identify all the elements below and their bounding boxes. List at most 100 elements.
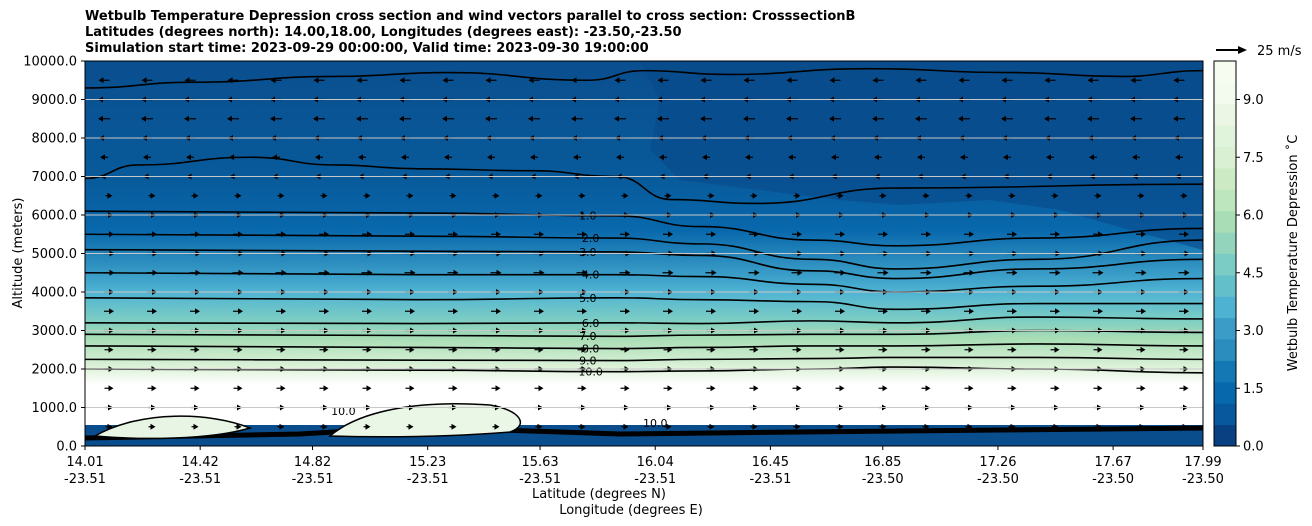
wind-vector-head xyxy=(624,385,630,392)
wind-vector-head xyxy=(1139,423,1145,430)
wind-vector-head xyxy=(968,385,974,392)
wind-vector-head xyxy=(151,385,157,392)
wind-vector-head xyxy=(109,269,115,276)
wind-vector-head xyxy=(925,385,931,392)
wind-vector-head xyxy=(356,77,362,84)
wind-vector-head xyxy=(926,269,932,276)
wind-vector-head xyxy=(442,77,448,84)
wind-vector-head xyxy=(668,231,673,238)
wind-vector-head xyxy=(237,346,243,353)
wind-vector-head xyxy=(528,77,534,84)
wind-vector-head xyxy=(279,192,285,199)
y-tick-label: 6000.0 xyxy=(32,209,78,224)
wind-vector-head xyxy=(356,115,361,122)
x-axis-title-latitude: Latitude (degrees N) xyxy=(532,487,666,502)
wind-vector-head xyxy=(968,346,974,353)
wind-vector-head xyxy=(838,192,844,199)
wind-vector-head xyxy=(958,77,964,84)
colorbar: 0.0 1.5 3.0 4.5 6.0 7.5 9.0 xyxy=(1213,60,1264,455)
contour-line xyxy=(85,210,1203,247)
wind-vector-head xyxy=(709,192,715,199)
wind-vector-head xyxy=(1183,385,1189,392)
x-tick-label-latitude: 16.85 xyxy=(864,455,901,470)
wind-vector-head xyxy=(711,231,716,238)
wind-vector-head xyxy=(838,423,844,430)
wind-vector-head xyxy=(367,231,372,238)
y-tick-label: 1000.0 xyxy=(32,401,78,416)
wind-vector-head xyxy=(444,154,449,161)
wind-vector-head xyxy=(152,231,157,238)
wind-vector-head xyxy=(1001,77,1007,84)
wind-vector-head xyxy=(1175,154,1180,161)
wind-vector-head xyxy=(1141,231,1146,238)
wind-vector-head xyxy=(924,192,930,199)
y-tick-label: 8000.0 xyxy=(32,132,78,147)
wind-vector-head xyxy=(98,77,104,84)
wind-vector-head xyxy=(743,115,748,122)
x-tick-label-latitude: 16.45 xyxy=(752,455,789,470)
wind-vector-head xyxy=(882,346,888,353)
wind-vector-head xyxy=(537,192,543,199)
wind-vector-head xyxy=(270,77,276,84)
wind-vector-head xyxy=(451,192,457,199)
wind-vector-head xyxy=(141,77,147,84)
wind-vector-head xyxy=(915,77,921,84)
wind-vector-head xyxy=(571,77,577,84)
colorbar-tick-label: 1.5 xyxy=(1243,382,1264,397)
wind-vector-head xyxy=(236,192,242,199)
wind-vector-head xyxy=(1182,192,1188,199)
wind-vector-head xyxy=(872,115,877,122)
wind-vector-head xyxy=(150,192,156,199)
wind-vector-head xyxy=(666,423,672,430)
wind-vector-head xyxy=(538,346,544,353)
wind-vector-head xyxy=(367,308,372,315)
y-tick-label: 0.0 xyxy=(56,440,77,455)
wind-vector-head xyxy=(571,115,576,122)
wind-vector-head xyxy=(657,77,663,84)
y-tick-label: 9000.0 xyxy=(32,93,78,108)
wind-vector-head xyxy=(323,346,329,353)
wind-vector-head xyxy=(882,385,888,392)
wind-vector-head xyxy=(872,77,878,84)
wind-vector-head xyxy=(324,308,329,315)
wind-vector-head xyxy=(1097,346,1103,353)
y-axis-title: Altitude (meters) xyxy=(11,198,26,309)
wind-vector-head xyxy=(324,269,330,276)
colorbar-tick-label: 0.0 xyxy=(1243,440,1264,455)
wind-vector-head xyxy=(623,192,629,199)
y-tick-label: 7000.0 xyxy=(32,170,78,185)
colorbar-segment xyxy=(1214,403,1236,426)
wind-vector-head xyxy=(530,154,535,161)
contour-label: 1.0 xyxy=(579,209,597,222)
x-tick-label-longitude: -23.50 xyxy=(1092,472,1134,487)
wind-vector-head xyxy=(786,115,791,122)
wind-vector-head xyxy=(967,192,973,199)
wind-vector-head xyxy=(702,154,707,161)
wind-vector-head xyxy=(367,269,373,276)
wind-vector-head xyxy=(324,231,329,238)
wind-vector-head xyxy=(1054,346,1060,353)
wind-vector-head xyxy=(1140,346,1146,353)
wind-vector-head xyxy=(194,385,200,392)
wind-vector-head xyxy=(1141,308,1146,315)
wind-vector-head xyxy=(496,231,501,238)
colorbar-tick-label: 9.0 xyxy=(1243,93,1264,108)
chart-title-line-3: Simulation start time: 2023-09-29 00:00:… xyxy=(85,41,649,56)
wind-vector-head xyxy=(1044,115,1049,122)
wind-vector-head xyxy=(194,346,200,353)
x-tick-label-longitude: -23.51 xyxy=(749,472,791,487)
surface-contour-island xyxy=(92,415,253,440)
colorbar-segment xyxy=(1214,360,1236,383)
wind-vector-head xyxy=(495,346,501,353)
wind-vector-head xyxy=(315,154,320,161)
wind-vector-head xyxy=(1053,423,1059,430)
wind-vector-head xyxy=(659,154,664,161)
wind-vector-head xyxy=(141,115,146,122)
contour-label: 10.0 xyxy=(643,417,668,430)
wind-vector-head xyxy=(711,269,717,276)
wind-vector-head xyxy=(829,115,834,122)
wind-vector-head xyxy=(839,346,845,353)
wind-vector-head xyxy=(1054,385,1060,392)
x-tick-label-latitude: 17.67 xyxy=(1095,455,1132,470)
